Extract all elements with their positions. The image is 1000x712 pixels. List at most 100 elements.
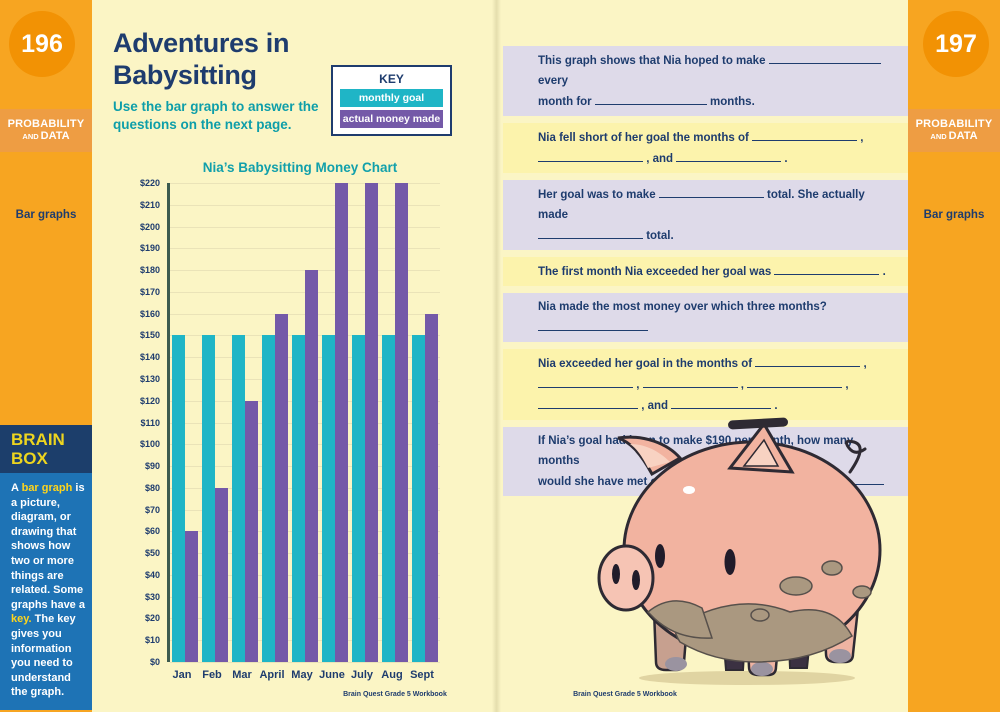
highlighted-term: key. — [11, 613, 32, 626]
unit-tag-data: DATA — [948, 130, 978, 142]
y-tick-label: $180 — [139, 265, 160, 276]
question-text: The first month Nia exceeded her goal wa… — [538, 266, 775, 278]
goal-bar — [262, 335, 275, 662]
question-strip-2: Nia fell short of her goal the months of… — [503, 123, 908, 173]
question-strip-1: This graph shows that Nia hoped to make … — [503, 46, 908, 116]
y-tick-label: $130 — [139, 373, 160, 384]
bar-group-mar — [232, 183, 262, 662]
goal-bar — [382, 335, 395, 662]
pig-near-ear-inner — [742, 438, 780, 467]
legend-item: monthly goal — [340, 89, 443, 107]
actual-bar — [275, 313, 288, 662]
y-tick-label: $120 — [139, 395, 160, 406]
y-tick-label: $70 — [144, 504, 160, 515]
y-tick-label: $80 — [144, 482, 160, 493]
actual-bar — [305, 270, 318, 662]
text-run: A — [11, 482, 22, 494]
question-strip-6: Nia exceeded her goal in the months of ,… — [503, 349, 908, 420]
question-text: This graph shows that Nia hoped to make — [538, 55, 769, 67]
x-tick-label: Feb — [202, 669, 222, 681]
question-text: , and — [643, 153, 677, 165]
footer-right: Brain Quest Grade 5 Workbook — [573, 691, 677, 698]
question-text: , — [633, 379, 643, 391]
pig-highlight — [683, 486, 695, 494]
question-text: months. — [706, 96, 755, 108]
mud-spot — [779, 576, 813, 596]
brain-box-body: A bar graph is a picture, diagram, or dr… — [0, 473, 92, 710]
bar-chart-plot — [167, 183, 442, 663]
question-text: Nia fell short of her goal the months of — [538, 132, 753, 144]
actual-bar — [425, 313, 438, 662]
question-line: The first month Nia exceeded her goal wa… — [538, 261, 896, 282]
actual-bar — [185, 531, 198, 662]
page-title: Adventures in Babysitting — [113, 27, 289, 91]
actual-bar — [215, 487, 228, 662]
answer-blank — [671, 395, 772, 409]
instructions-line: Use the bar graph to answer the — [113, 98, 323, 116]
x-tick-label: Mar — [232, 669, 252, 681]
question-text: . — [879, 266, 886, 278]
left-sidebar: 196 PROBABILITY AND DATA Bar graphs BRAIN… — [0, 0, 92, 712]
text-run: is a picture, diagram, or drawing that s… — [11, 482, 85, 611]
question-text: Her goal was to make — [538, 189, 659, 201]
question-line: This graph shows that Nia hoped to make … — [538, 50, 896, 91]
question-text: every — [538, 75, 569, 87]
unit-tag-line2: AND DATA — [908, 130, 1000, 142]
pig-shadow — [639, 671, 855, 685]
page-number-right: 197 — [935, 29, 977, 58]
page-title-line2: Babysitting — [113, 60, 257, 90]
question-text: , and — [638, 400, 672, 412]
gridline — [170, 248, 440, 250]
y-tick-label: $60 — [144, 526, 160, 537]
page-spine — [492, 0, 501, 712]
answer-blank — [538, 225, 643, 239]
question-line: , and . — [538, 148, 896, 169]
bar-group-may — [292, 183, 322, 662]
gridline — [170, 204, 440, 206]
legend-item: actual money made — [340, 110, 443, 128]
pig-nostril — [612, 564, 620, 584]
bar-group-june — [322, 183, 352, 662]
pig-hoof — [829, 649, 851, 663]
x-tick-label: May — [291, 669, 313, 681]
y-tick-label: $170 — [139, 286, 160, 297]
y-tick-label: $160 — [139, 308, 160, 319]
pig-snout-fill — [602, 549, 650, 607]
bar-group-april — [262, 183, 292, 662]
text-run: Use the — [113, 99, 166, 114]
answer-blank — [774, 261, 880, 275]
gridline — [170, 183, 440, 184]
y-tick-label: $0 — [149, 657, 160, 667]
coin-slot — [728, 417, 788, 430]
y-tick-label: $110 — [140, 417, 160, 428]
answer-blank — [752, 127, 858, 141]
goal-bar — [172, 335, 185, 662]
question-text: , — [857, 132, 864, 144]
x-tick-label: Jan — [172, 669, 192, 681]
question-line: Her goal was to make total. She actually… — [538, 184, 896, 225]
goal-bar — [202, 335, 215, 662]
text-run: questions on the next page. — [113, 116, 292, 132]
question-text: total. She actually made — [538, 189, 865, 221]
x-tick-label: June — [319, 669, 345, 681]
pig-hoof — [665, 657, 687, 671]
x-tick-label: Aug — [381, 669, 403, 681]
mud-spot — [750, 608, 770, 622]
answer-blank — [538, 148, 643, 162]
question-text: , — [860, 358, 867, 370]
bar-group-july — [352, 183, 382, 662]
answer-blank — [594, 91, 707, 105]
goal-bar — [412, 335, 425, 662]
question-line: total. — [538, 225, 896, 246]
gridline — [170, 226, 440, 228]
mud-spot — [852, 585, 872, 599]
brain-box-title: BRAIN BOX — [0, 425, 92, 473]
actual-bar — [365, 183, 378, 662]
actual-bar — [395, 183, 408, 662]
pig-nostril — [632, 570, 640, 590]
instructions: Use the bar graph to answer the questions… — [113, 98, 323, 133]
question-line: Nia fell short of her goal the months of… — [538, 127, 896, 148]
mud-patch — [646, 600, 714, 639]
bar-group-sept — [412, 183, 442, 662]
